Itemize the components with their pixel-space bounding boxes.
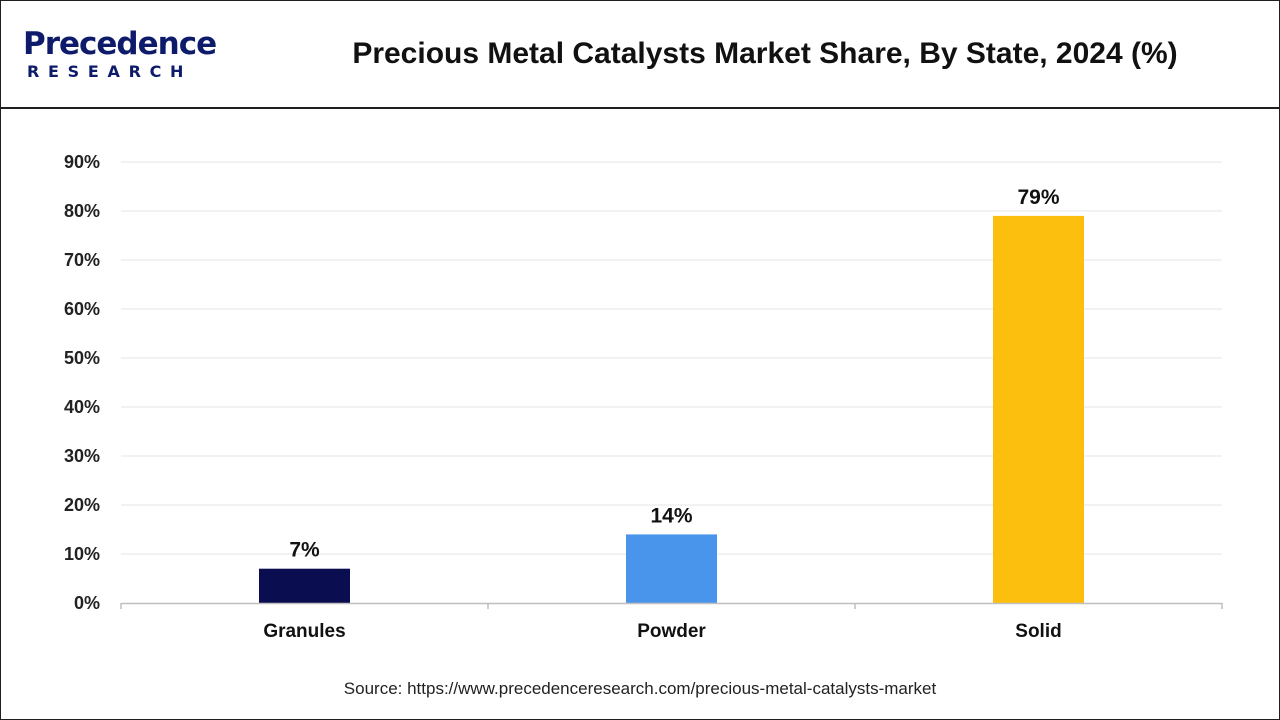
y-tick-label: 40%: [64, 397, 100, 417]
bar: [626, 534, 717, 603]
x-category-label: Powder: [637, 621, 706, 642]
x-category-label: Granules: [263, 621, 345, 642]
y-tick-label: 60%: [64, 299, 100, 319]
bars: [259, 215, 1084, 603]
y-tick-label: 0%: [74, 593, 100, 613]
bar-value-label: 14%: [650, 504, 692, 527]
y-tick-label: 80%: [64, 201, 100, 221]
y-tick-label: 10%: [64, 544, 100, 564]
bar: [993, 215, 1084, 603]
y-tick-label: 90%: [64, 152, 100, 172]
chart-header: Precedence RESEARCH Precious Metal Catal…: [1, 1, 1279, 109]
y-tick-label: 70%: [64, 250, 100, 270]
x-category-label: Solid: [1015, 621, 1061, 642]
logo-subtitle: RESEARCH: [27, 62, 193, 81]
chart-title: Precious Metal Catalysts Market Share, B…: [352, 37, 1178, 70]
y-axis: 0% 10% 20% 30% 40% 50% 60% 70% 80% 90%: [64, 152, 100, 613]
y-tick-label: 30%: [64, 446, 100, 466]
bar-value-label: 79%: [1017, 186, 1059, 209]
logo-wordmark: Precedence: [23, 26, 217, 62]
y-tick-label: 50%: [64, 348, 100, 368]
data-labels: 7% 14% 79%: [289, 186, 1060, 562]
bar-value-label: 7%: [289, 539, 320, 562]
y-tick-label: 20%: [64, 495, 100, 515]
bar: [259, 568, 350, 603]
source-note: Source: https://www.precedenceresearch.c…: [343, 679, 937, 698]
precedence-research-logo: Precedence RESEARCH: [23, 27, 223, 83]
x-axis: Granules Powder Solid: [120, 602, 1223, 642]
